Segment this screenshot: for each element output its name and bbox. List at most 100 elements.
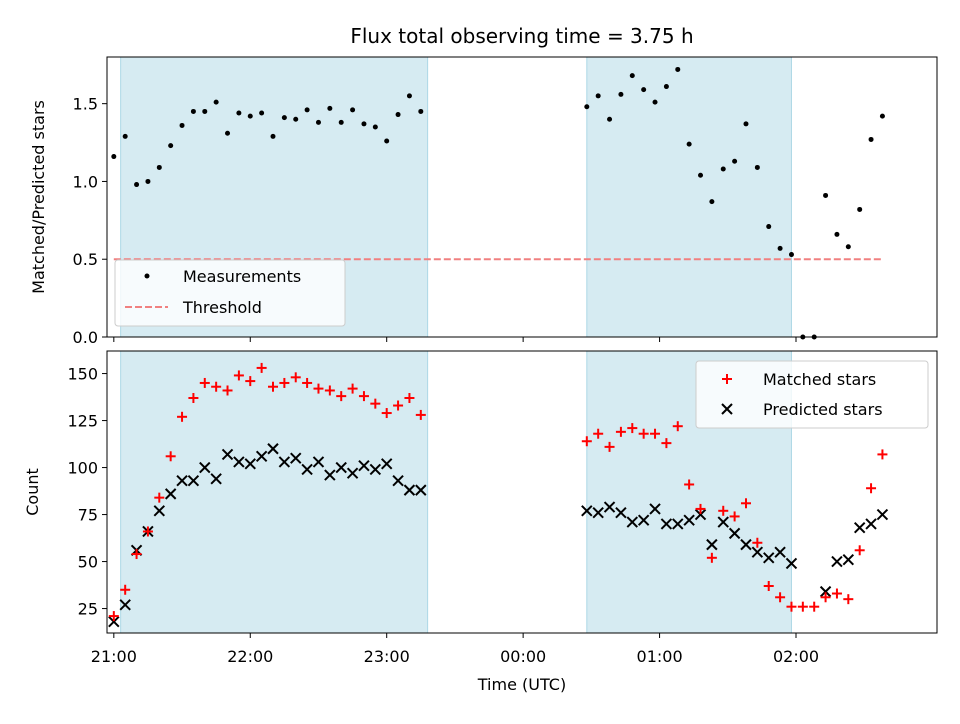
predicted-star-point <box>380 458 393 470</box>
matched-star-point <box>256 362 267 373</box>
predicted-star-point <box>119 599 131 611</box>
measurement-point <box>236 110 242 116</box>
matched-star-point <box>706 552 717 563</box>
predicted-star-point <box>785 557 798 570</box>
measurement-point <box>418 108 424 114</box>
measurement-point <box>595 93 601 99</box>
predicted-star-point <box>842 553 855 566</box>
legend-cross <box>721 403 733 415</box>
y-tick-label: 1.0 <box>73 172 98 191</box>
observing-windows-bottom <box>120 350 792 634</box>
measurement-point <box>766 224 772 230</box>
predicted-star-point <box>301 463 313 476</box>
matched-star-point <box>854 545 865 556</box>
predicted-star-point <box>637 514 650 526</box>
matched-star-point <box>672 421 683 432</box>
legend-matched-marker <box>722 374 732 384</box>
measurement-point <box>709 199 715 205</box>
bottom-axes-frame <box>106 350 938 634</box>
matched-star-point <box>404 393 415 403</box>
legend-measurements-label: Measurements <box>183 267 301 286</box>
predicted-star-point <box>267 443 279 455</box>
predicted-star-point <box>244 458 256 470</box>
measurement-point <box>857 206 863 212</box>
legend-threshold-label: Threshold <box>182 298 262 317</box>
predicted-star-point <box>312 456 325 468</box>
matched-star-point <box>336 391 347 402</box>
measurement-point <box>122 133 128 139</box>
matched-star-point <box>415 409 426 420</box>
predicted-star-point <box>876 508 889 521</box>
predicted-star-point <box>358 459 370 472</box>
predicted-star-point <box>187 475 200 487</box>
matched-star-point <box>615 426 626 437</box>
predicted-star-point <box>233 456 245 468</box>
matched-star-point <box>684 479 695 490</box>
legend-measurements-marker <box>144 273 150 279</box>
x-tick-label: 00:00 <box>500 647 546 666</box>
predicted-star-point <box>626 516 638 528</box>
measurement-point <box>834 231 840 237</box>
measurement-point <box>823 192 829 198</box>
predicted-star-point <box>581 505 593 517</box>
bottom-x-axis: 21:00 22:00 23:00 00:00 01:00 02:00 <box>91 633 819 666</box>
measurement-point <box>406 93 412 99</box>
matched-star-point <box>313 383 324 394</box>
matched-star-point <box>593 428 604 439</box>
matched-star-point <box>120 584 131 595</box>
matched-star-point <box>108 611 119 622</box>
measurement-point <box>754 164 760 170</box>
measurement-point <box>361 121 367 127</box>
measurement-point <box>788 252 794 258</box>
matched-star-point <box>177 411 188 422</box>
predicted-star-point <box>649 503 661 515</box>
predicted-star-point <box>278 456 291 468</box>
observing-window-1 <box>120 350 429 634</box>
measurement-point <box>720 166 726 172</box>
measurement-point <box>384 138 390 144</box>
predicted-star-point <box>210 473 222 485</box>
predicted-stars-series <box>108 443 889 628</box>
matched-star-point <box>165 451 176 462</box>
legend-predicted-marker <box>721 403 733 415</box>
predicted-star-point <box>751 546 764 558</box>
measurement-point <box>584 104 590 110</box>
measurement-point <box>663 84 669 90</box>
matched-star-point <box>843 594 854 605</box>
y-tick-label: 50 <box>78 553 98 572</box>
predicted-star-point <box>819 585 832 598</box>
y-tick-label: 100 <box>67 459 98 478</box>
measurement-point <box>247 113 253 119</box>
x-tick-label: 02:00 <box>773 647 819 666</box>
chart-title: Flux total observing time = 3.75 h <box>350 24 693 48</box>
matched-star-point <box>638 428 649 439</box>
predicted-star-point <box>199 461 211 474</box>
measurement-point <box>134 182 140 188</box>
matched-star-point <box>650 428 661 439</box>
y-tick-label: 0.5 <box>73 250 98 269</box>
matched-star-point <box>222 385 233 396</box>
matched-star-point <box>142 526 153 537</box>
predicted-star-point <box>392 475 404 487</box>
measurement-point <box>259 110 265 116</box>
predicted-star-point <box>164 488 177 500</box>
matched-star-point <box>131 549 142 560</box>
predicted-star-point <box>290 452 302 464</box>
predicted-star-point <box>683 514 695 526</box>
measurement-point <box>743 121 749 127</box>
measurement-point <box>879 113 885 119</box>
matched-star-point <box>290 372 301 383</box>
matched-star-point <box>154 492 165 503</box>
predicted-star-point <box>865 518 877 530</box>
top-y-axis: 0.0 0.5 1.0 1.5 <box>73 95 107 347</box>
matched-star-point <box>581 436 592 447</box>
matched-star-point <box>393 400 404 411</box>
top-legend-box <box>114 259 346 327</box>
predicted-star-point <box>592 506 604 519</box>
measurement-point <box>270 133 276 139</box>
top-panel: 0.0 0.5 1.0 1.5 Matched/Predicted stars Mea… <box>29 56 938 347</box>
matched-star-point <box>775 592 786 603</box>
measurement-point <box>156 164 162 170</box>
matched-star-point <box>233 370 244 381</box>
legend-matched-label: Matched stars <box>763 370 876 389</box>
